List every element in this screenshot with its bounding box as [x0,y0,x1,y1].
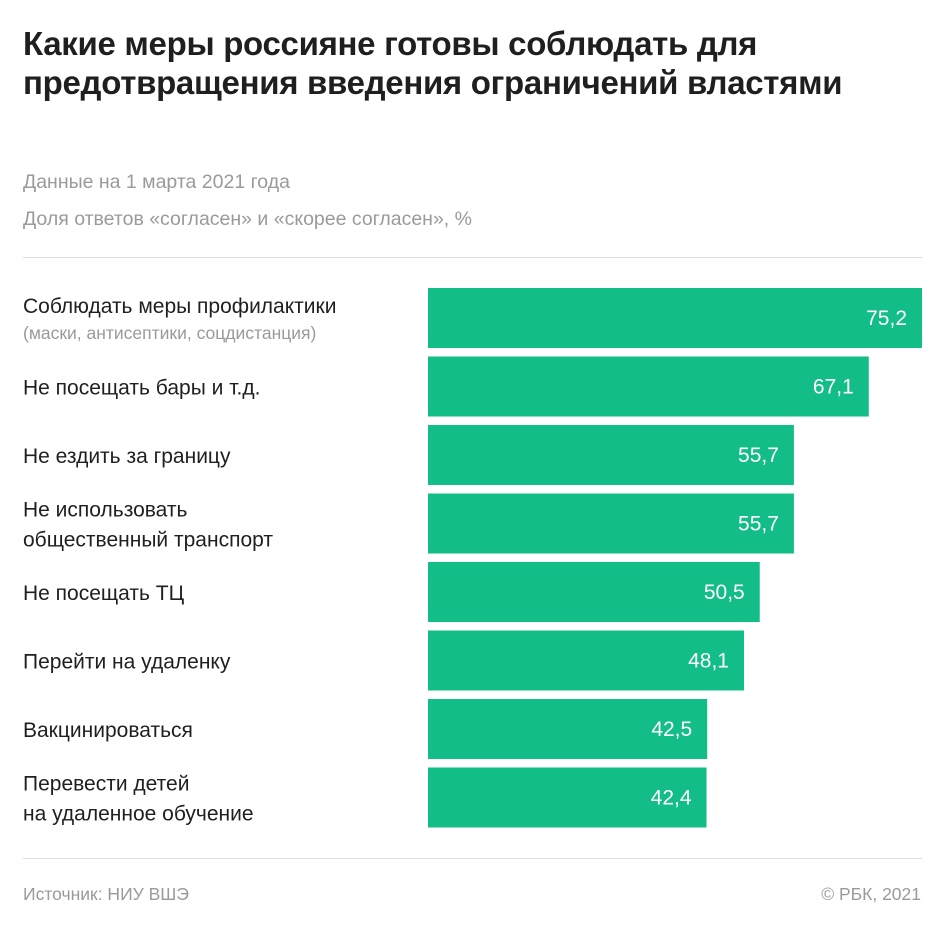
category-label-4-line-2: общественный транспорт [23,529,273,552]
category-label-5: Не посещать ТЦ [23,582,185,605]
bar-5 [428,562,760,622]
value-label-7: 42,5 [651,718,692,741]
value-label-5: 50,5 [704,581,745,604]
chart-date-subtitle: Данные на 1 марта 2021 года [23,171,290,193]
chart-title: Какие меры россияне готовы соблюдать для… [23,25,843,101]
bar-6 [428,630,744,691]
bar-3 [428,425,794,485]
bottom-divider [23,858,922,859]
value-label-4: 55,7 [738,513,779,536]
bar-2 [428,356,869,417]
value-label-1: 75,2 [866,307,907,330]
category-label-6: Перейти на удаленку [23,651,231,674]
value-label-8: 42,4 [651,787,692,810]
category-note-1: (маски, антисептики, соцдистанция) [23,323,316,343]
copyright-note: © РБК, 2021 [821,884,921,904]
top-divider [23,257,922,258]
chart-measure-subtitle: Доля ответов «согласен» и «скорее соглас… [23,208,472,230]
category-label-2: Не посещать бары и т.д. [23,377,260,400]
bar-1 [428,288,922,348]
category-label-3: Не ездить за границу [23,445,231,468]
category-label-1: Соблюдать меры профилактики [23,295,336,318]
category-label-7: Вакцинироваться [23,719,193,742]
category-label-4-line-1: Не использовать [23,499,188,522]
source-note: Источник: НИУ ВШЭ [23,884,189,904]
value-label-2: 67,1 [813,376,854,399]
bar-4 [428,493,794,554]
value-label-3: 55,7 [738,444,779,467]
category-label-8-line-2: на удаленное обучение [23,803,254,826]
bar-7 [428,699,708,759]
bar-8 [428,767,707,828]
category-label-8-line-1: Перевести детей [23,773,189,796]
value-label-6: 48,1 [688,650,729,673]
